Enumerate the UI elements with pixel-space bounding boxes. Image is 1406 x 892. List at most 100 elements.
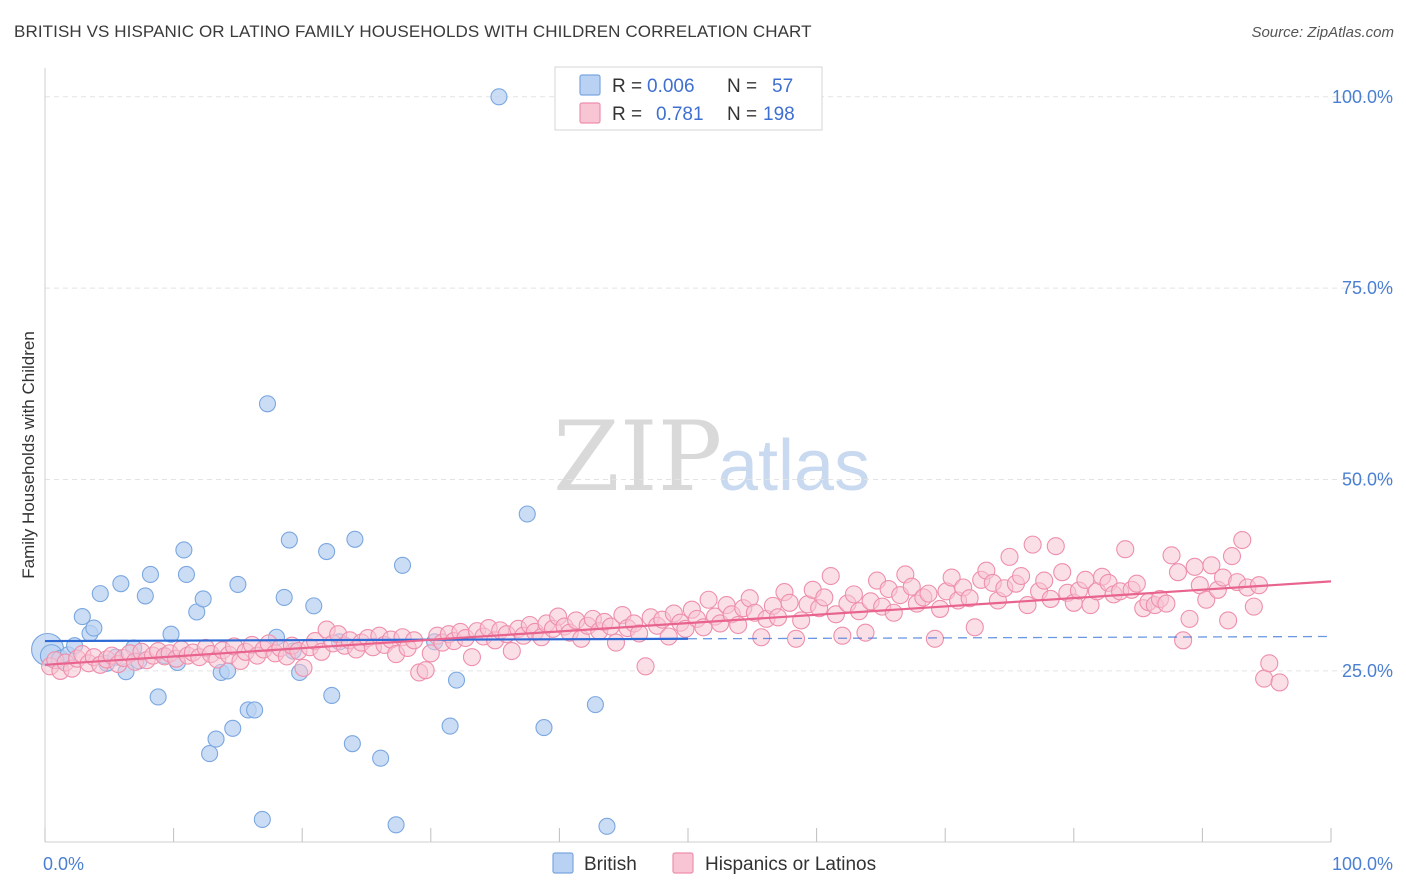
legend-r-label-hispanic: R = — [612, 104, 642, 125]
hispanic-point — [1255, 669, 1274, 688]
british-point — [258, 395, 277, 413]
hispanic-point — [1023, 535, 1042, 554]
hispanic-point — [1127, 574, 1146, 593]
hispanic-point — [1202, 556, 1221, 575]
hispanic-point — [636, 657, 655, 676]
legend-n-label-hispanic: N = — [727, 104, 757, 125]
bottom-legend: British Hispanics or Latinos — [552, 852, 876, 875]
british-point — [224, 719, 242, 737]
hispanic-trend-line — [44, 580, 1332, 666]
hispanic-point — [630, 624, 649, 643]
british-point — [201, 745, 219, 763]
hispanic-point — [1222, 547, 1242, 566]
british-point — [73, 608, 91, 626]
hispanic-point — [1053, 563, 1072, 582]
x-tick-label: 100.0% — [1332, 854, 1393, 874]
british-point — [246, 701, 264, 719]
british-point — [175, 541, 193, 559]
bottom-legend-swatch-hispanic — [672, 852, 694, 874]
british-point — [598, 817, 616, 835]
hispanic-point — [844, 585, 863, 604]
bottom-legend-swatch-british — [552, 852, 574, 874]
hispanic-point — [856, 623, 875, 642]
legend-r-value-british: 0.006 — [647, 76, 695, 97]
hispanic-point — [919, 584, 938, 603]
british-point — [280, 531, 298, 549]
hispanic-point — [821, 566, 840, 586]
hispanic-point — [1174, 631, 1193, 650]
hispanic-point — [1168, 563, 1188, 582]
hispanic-point — [462, 648, 482, 667]
british-trend-line — [44, 637, 689, 643]
hispanic-point — [1162, 546, 1181, 565]
hispanic-point — [416, 661, 435, 680]
grid — [45, 96, 1392, 672]
british-point — [305, 597, 323, 615]
hispanic-point — [942, 568, 961, 587]
hispanic-point — [780, 593, 799, 612]
hispanic-point — [925, 629, 944, 648]
x-tick-label: 0.0% — [43, 854, 84, 874]
hispanic-point — [1260, 654, 1279, 673]
source-label: Source: ZipAtlas.com — [1251, 24, 1394, 41]
british-point — [149, 688, 167, 706]
british-point — [535, 719, 553, 737]
hispanic-point — [1012, 566, 1031, 586]
british-point — [393, 556, 412, 574]
british-point — [194, 590, 212, 608]
hispanic-point — [1046, 537, 1065, 556]
british-trend-extension — [687, 635, 1332, 640]
hispanic-point — [1180, 609, 1199, 628]
legend-n-value-hispanic: 198 — [763, 104, 795, 125]
chart-title: BRITISH VS HISPANIC OR LATINO FAMILY HOU… — [14, 22, 812, 41]
y-tick-label: 100.0% — [1332, 87, 1393, 107]
legend-n-label-british: N = — [727, 76, 757, 97]
watermark: ZIP atlas — [553, 401, 870, 513]
watermark-atlas: atlas — [718, 426, 870, 506]
legend: R = 0.006 N = 57 R = 0.781 N = 198 — [554, 66, 823, 131]
hispanic-point — [833, 626, 852, 645]
watermark-zip: ZIP — [553, 401, 722, 513]
british-point — [387, 816, 405, 834]
hispanic-point — [1000, 547, 1019, 566]
hispanic-point — [1197, 590, 1216, 609]
hispanic-point — [421, 644, 440, 663]
hispanic-point — [931, 599, 950, 618]
legend-r-value-hispanic: 0.781 — [656, 104, 704, 125]
hispanic-point — [1219, 611, 1238, 630]
hispanic-point — [1244, 597, 1263, 616]
hispanic-point — [902, 577, 921, 596]
british-point — [346, 530, 364, 548]
y-axis-label: Family Households with Children — [19, 331, 38, 579]
british-point — [518, 505, 536, 523]
british-point — [490, 88, 508, 106]
trend-lines — [44, 580, 1332, 666]
y-tick-label: 50.0% — [1342, 470, 1393, 490]
legend-swatch-hispanic — [579, 102, 601, 124]
hispanic-point — [1233, 530, 1252, 550]
y-tick-label: 25.0% — [1342, 661, 1393, 681]
british-point — [586, 696, 604, 714]
british-point — [447, 671, 466, 689]
y-tick-labels: 100.0% 75.0% 50.0% 25.0% — [1332, 87, 1393, 681]
british-point — [91, 585, 109, 603]
hispanic-point — [815, 588, 834, 607]
hispanic-point — [1270, 673, 1289, 692]
hispanic-point — [960, 589, 979, 608]
hispanic-point — [699, 590, 718, 609]
hispanic-point — [502, 641, 521, 661]
legend-swatch-british — [579, 74, 601, 96]
legend-r-label-british: R = — [612, 76, 642, 97]
hispanic-point — [1116, 540, 1135, 559]
hispanic-point — [752, 628, 771, 647]
hispanic-point — [965, 618, 984, 637]
british-point — [372, 749, 390, 767]
bottom-legend-hispanic: Hispanics or Latinos — [705, 854, 876, 875]
british-point — [229, 575, 247, 593]
british-point — [141, 565, 160, 584]
british-point — [112, 575, 130, 593]
british-point — [136, 587, 154, 605]
axes — [44, 68, 1332, 843]
hispanic-point — [1035, 571, 1054, 590]
